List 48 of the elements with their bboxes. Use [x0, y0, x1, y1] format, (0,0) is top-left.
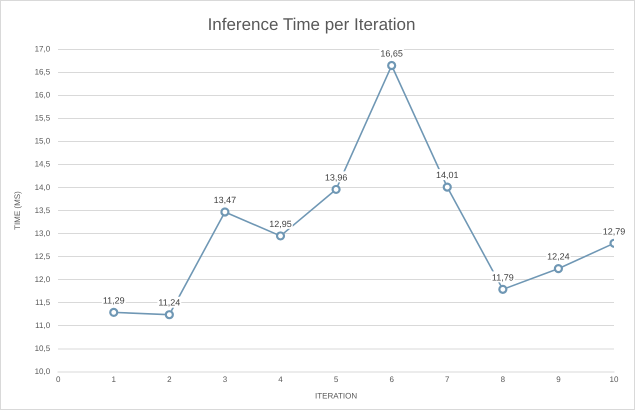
point — [109, 308, 118, 317]
data-label: 11,79 — [492, 272, 514, 282]
data-label: 14,01 — [436, 170, 459, 180]
y-tick-label: 11,0 — [35, 320, 51, 330]
data-label: 12,95 — [269, 218, 292, 229]
data-label: 12,24 — [547, 252, 570, 262]
y-tick-label: 11,5 — [35, 298, 51, 307]
data-label: 11,24 — [158, 298, 180, 308]
y-tick-label: 10,0 — [34, 367, 51, 376]
point — [387, 60, 396, 70]
x-tick-label: 2 — [167, 374, 172, 384]
point — [331, 184, 341, 194]
point — [554, 264, 564, 274]
x-tick-label: 1 — [112, 374, 117, 384]
x-tick-label: 4 — [278, 374, 284, 384]
y-tick-label: 10,5 — [34, 344, 51, 353]
x-tick-label: 8 — [500, 374, 506, 384]
y-tick-label: 16,0 — [34, 90, 51, 100]
chart-title: Inference Time per Iteration — [208, 14, 416, 34]
point — [164, 310, 174, 320]
x-tick-label: 6 — [389, 374, 394, 384]
data-label: 13,47 — [214, 194, 236, 205]
point — [220, 207, 230, 217]
data-label: 12,79 — [602, 226, 626, 236]
y-tick-label: 14,0 — [34, 182, 51, 192]
x-tick-label: 0 — [56, 374, 61, 384]
x-tick-label: 3 — [222, 374, 228, 384]
data-label: 11,29 — [102, 295, 125, 306]
y-tick-label: 15,5 — [34, 114, 51, 123]
y-tick-label: 13,5 — [34, 206, 51, 215]
data-label: 13,96 — [324, 172, 348, 182]
y-tick-label: 13,0 — [34, 228, 51, 238]
point — [498, 284, 508, 294]
y-tick-label: 12,0 — [34, 274, 51, 284]
y-tick-label: 15,0 — [34, 136, 51, 146]
y-tick-label: 12,5 — [34, 252, 51, 261]
y-tick-label: 14,5 — [34, 160, 51, 169]
y-axis-title: TIME (MS) — [13, 190, 22, 230]
x-tick-label: 10 — [610, 374, 619, 384]
x-axis-title: ITERATION — [315, 391, 358, 400]
x-tick-label: 5 — [334, 374, 339, 384]
data-label: 16,65 — [380, 48, 403, 59]
y-tick-label: 17,0 — [34, 44, 51, 54]
x-tick-label: 9 — [556, 374, 562, 384]
x-tick-label: 7 — [445, 374, 450, 384]
point — [276, 231, 286, 241]
point — [442, 182, 452, 192]
y-tick-label: 16,5 — [34, 68, 51, 77]
